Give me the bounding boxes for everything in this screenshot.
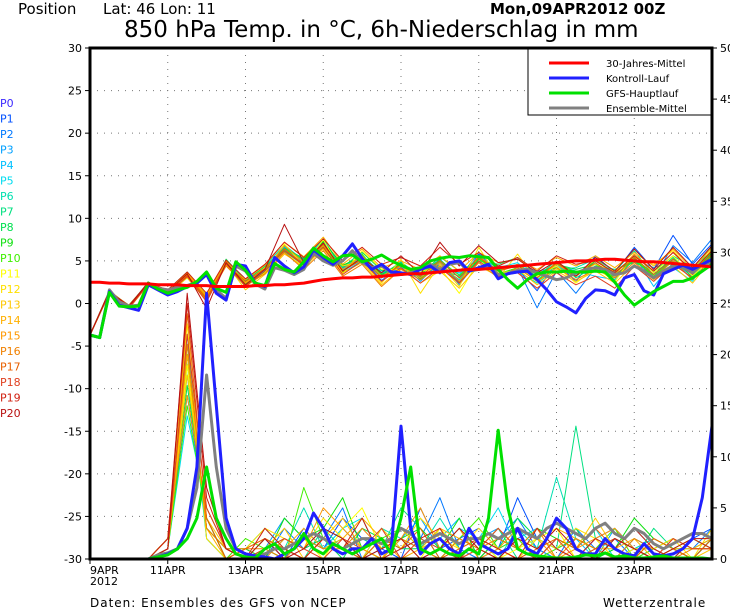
y-left-tick-label: 20	[68, 127, 82, 140]
footer-brand: Wetterzentrale	[603, 596, 706, 609]
legend-entry-label: Ensemble-Mittel	[606, 104, 687, 115]
member-label-p7: P7	[0, 206, 14, 219]
y-left-tick-label: -20	[64, 468, 82, 481]
member-label-p9: P9	[0, 237, 14, 250]
y-left-tick-label: -5	[71, 340, 82, 353]
y-left-tick-label: -15	[64, 425, 82, 438]
x-tick-label: 21APR	[539, 564, 575, 577]
y-left-tick-label: 30	[68, 42, 82, 55]
y-right-tick-label: 45	[720, 93, 730, 106]
y-left-tick-label: -30	[64, 553, 82, 566]
series-line-gfs-hauptlauf	[89, 246, 713, 340]
legend-box	[527, 48, 712, 116]
member-temp-line-p19	[89, 238, 713, 336]
x-tick-label: 19APR	[461, 564, 497, 577]
member-label-p15: P15	[0, 330, 21, 343]
y-right-tick-label: 20	[720, 349, 730, 362]
x-year-label: 2012	[90, 575, 118, 588]
member-label-p20: P20	[0, 407, 21, 420]
y-right-tick-label: 10	[720, 451, 730, 464]
member-precip-line-p20	[90, 292, 712, 560]
series-line-ensemble-mittel-niederschlag	[90, 373, 713, 561]
y-axis-right: 50454035302520151050	[712, 42, 730, 566]
run-label: Mon,09APR2012 00Z	[490, 0, 665, 18]
member-label-p0: P0	[0, 97, 14, 110]
member-label-p8: P8	[0, 221, 14, 234]
legend-entry-label: GFS-Hauptlauf	[606, 89, 679, 100]
x-tick-label: 23APR	[616, 564, 652, 577]
y-left-tick-label: 0	[75, 298, 82, 311]
x-tick-label: 17APR	[383, 564, 419, 577]
footer-source: Daten: Ensembles des GFS von NCEP	[90, 596, 347, 609]
legend-entry-label: 30-Jahres-Mittel	[606, 59, 685, 70]
location-label: Lat: 46 Lon: 11	[103, 0, 216, 18]
y-left-tick-label: 15	[68, 170, 82, 183]
x-tick-label: 15APR	[305, 564, 341, 577]
member-labels: P0 P1 P2 P3 P4 P5 P6 P7 P8 P9 P10 P11 P12 P13 P14 P15 P1…	[0, 97, 21, 420]
y-left-tick-label: 10	[68, 212, 82, 225]
y-right-tick-label: 0	[720, 553, 727, 566]
legend-entry-label: Kontroll-Lauf	[606, 74, 670, 85]
y-left-tick-label: -10	[64, 383, 82, 396]
member-label-p2: P2	[0, 128, 14, 141]
member-temp-line-p14	[89, 236, 713, 336]
y-right-tick-label: 25	[720, 298, 730, 311]
member-label-p6: P6	[0, 190, 14, 203]
position-label: Position	[18, 0, 76, 18]
x-tick-label: 9APR	[90, 564, 119, 577]
y-right-tick-label: 15	[720, 400, 730, 413]
member-label-p16: P16	[0, 345, 21, 358]
y-left-tick-label: 5	[75, 255, 82, 268]
plot-frame	[88, 46, 714, 561]
member-label-p17: P17	[0, 361, 21, 374]
member-label-p1: P1	[0, 113, 14, 126]
member-label-p5: P5	[0, 175, 14, 188]
y-axis-left: 30 25 20 15 10 5 0 -5 -10 -15 -20 -25 -30	[64, 42, 90, 566]
member-label-p11: P11	[0, 268, 21, 281]
series-line-gfs-hauptlauf-niederschlag	[90, 428, 713, 561]
member-label-p19: P19	[0, 392, 21, 405]
y-right-tick-label: 30	[720, 246, 730, 259]
series-line-30-jahres-mittel	[90, 257, 713, 288]
grid	[90, 48, 712, 559]
chart-title: 850 hPa Temp. in °C, 6h-Niederschlag in …	[124, 17, 639, 43]
y-right-tick-label: 40	[720, 144, 730, 157]
x-tick-label: 13APR	[228, 564, 264, 577]
y-left-tick-label: 25	[68, 85, 82, 98]
y-right-tick-label: 35	[720, 195, 730, 208]
y-right-tick-label: 5	[720, 502, 727, 515]
member-label-p10: P10	[0, 252, 21, 265]
legend: 30-Jahres-Mittel Kontroll-Lauf GFS-Hauptla…	[527, 48, 712, 116]
member-label-p3: P3	[0, 144, 14, 157]
member-label-p13: P13	[0, 299, 21, 312]
member-label-p12: P12	[0, 283, 21, 296]
member-label-p18: P18	[0, 376, 21, 389]
y-right-tick-label: 50	[720, 42, 730, 55]
y-left-tick-label: -25	[64, 510, 82, 523]
x-tick-label: 11APR	[150, 564, 186, 577]
series-line-kontroll-lauf-niederschlag	[90, 291, 714, 561]
x-axis: 9APR2012 11APR 13APR 15APR 17APR 19APR 21APR 23…	[89, 559, 652, 588]
member-label-p14: P14	[0, 314, 21, 327]
member-label-p4: P4	[0, 159, 14, 172]
